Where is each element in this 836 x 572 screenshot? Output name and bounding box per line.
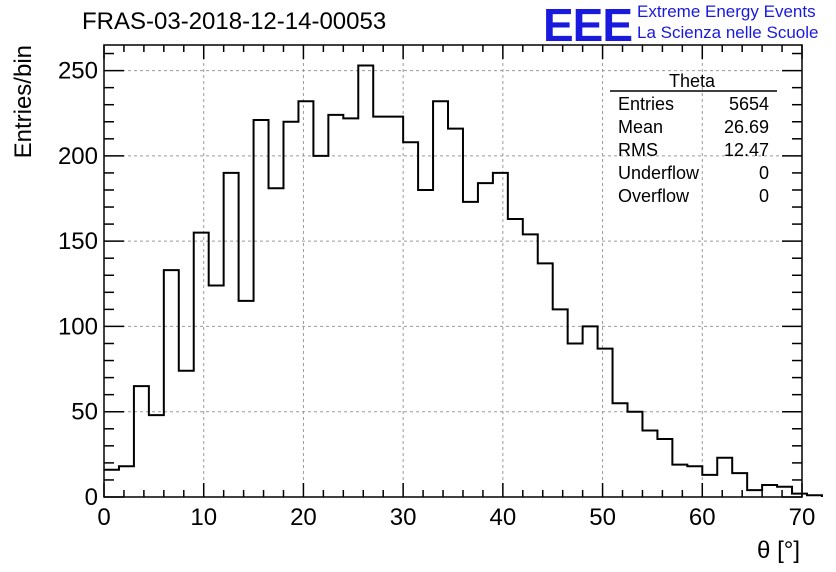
histogram-bin <box>687 466 702 497</box>
histogram-bin <box>343 118 358 497</box>
x-axis-label: θ [°] <box>757 537 800 564</box>
histogram-bin <box>628 412 643 497</box>
tick-labels: 0 10 20 30 40 50 60 70 0 50 100 150 200 250 <box>58 58 815 531</box>
histogram-bin <box>702 475 717 497</box>
histogram-bin <box>254 120 269 497</box>
y-tick-label: 200 <box>58 143 98 170</box>
histogram-bin <box>433 101 448 497</box>
histogram-bin <box>104 470 119 497</box>
histogram-bin <box>134 386 149 497</box>
histogram-bin <box>269 188 284 497</box>
histogram-bin <box>598 349 613 497</box>
stats-row-label: Mean <box>618 117 663 137</box>
stats-row-value: 5654 <box>729 94 769 114</box>
histogram-bin <box>672 465 687 497</box>
y-tick-label: 250 <box>58 58 98 85</box>
stats-row-value: 26.69 <box>724 117 769 137</box>
x-tick-label: 60 <box>689 504 716 531</box>
histogram-outline <box>104 64 823 497</box>
histogram-bin <box>642 430 657 497</box>
histogram-bin <box>493 173 508 497</box>
histogram-bin <box>239 301 254 497</box>
y-axis-label: Entries/bin <box>10 45 37 158</box>
stats-row-value: 0 <box>759 163 769 183</box>
stats-row-label: RMS <box>618 140 658 160</box>
plot-title: FRAS-03-2018-12-14-00053 <box>82 8 387 35</box>
histogram-bin <box>523 234 538 497</box>
stats-row-value: 0 <box>759 186 769 206</box>
plot-frame <box>103 44 803 498</box>
y-tick-label: 150 <box>58 228 98 255</box>
y-tick-label: 0 <box>85 484 98 511</box>
histogram-bin <box>164 270 179 497</box>
histogram-bin <box>777 487 792 497</box>
histogram-bin <box>657 439 672 497</box>
histogram-bin <box>358 65 373 497</box>
histogram-bin <box>224 173 239 497</box>
stats-row-label: Entries <box>618 94 674 114</box>
histogram-bin <box>448 129 463 497</box>
x-tick-label: 10 <box>190 504 217 531</box>
logo-line-2: La Scienza nelle Scuole <box>637 23 819 42</box>
histogram-bin <box>478 183 493 497</box>
stats-rows: Entries 5654 Mean 26.69 RMS 12.47 Underflow 0 Ov… <box>618 94 769 206</box>
histogram-bin <box>553 309 568 497</box>
y-tick-label: 100 <box>58 313 98 340</box>
eee-logo: EEE <box>543 0 633 51</box>
histogram-bin <box>194 233 209 497</box>
stats-box-title: Theta <box>669 71 716 91</box>
histogram-bin <box>388 117 403 497</box>
histogram-bin <box>298 101 313 497</box>
histogram-bin <box>403 142 418 497</box>
histogram-bars <box>104 64 823 497</box>
histogram-bin <box>538 263 553 497</box>
histogram-bin <box>732 473 747 497</box>
x-tick-label: 50 <box>589 504 616 531</box>
stats-row-label: Overflow <box>618 186 690 206</box>
x-tick-label: 20 <box>290 504 317 531</box>
histogram-bin <box>149 415 164 497</box>
histogram-bin <box>418 190 433 497</box>
stats-box: Theta Entries 5654 Mean 26.69 RMS 12.47 Underf… <box>610 71 777 206</box>
histogram-bin <box>463 202 478 497</box>
logo-line-1: Extreme Energy Events <box>637 2 816 21</box>
histogram-bin <box>568 343 583 497</box>
histogram-bin <box>717 458 732 497</box>
histogram-bin <box>613 403 628 497</box>
histogram-bin <box>508 219 523 497</box>
x-tick-label: 40 <box>490 504 517 531</box>
histogram-bin <box>209 285 224 497</box>
y-tick-label: 50 <box>71 399 98 426</box>
histogram-bin <box>373 117 388 497</box>
x-tick-label: 70 <box>789 504 816 531</box>
stats-row-value: 12.47 <box>724 140 769 160</box>
x-tick-label: 30 <box>390 504 417 531</box>
histogram-bin <box>179 371 194 497</box>
histogram-bin <box>328 115 343 497</box>
stats-row-label: Underflow <box>618 163 700 183</box>
histogram-bin <box>747 490 762 497</box>
histogram-bin <box>762 485 777 497</box>
histogram-bin <box>119 466 134 497</box>
histogram-bin <box>283 122 298 497</box>
grid-lines <box>104 45 802 497</box>
x-tick-label: 0 <box>97 504 110 531</box>
axis-ticks <box>103 45 803 498</box>
